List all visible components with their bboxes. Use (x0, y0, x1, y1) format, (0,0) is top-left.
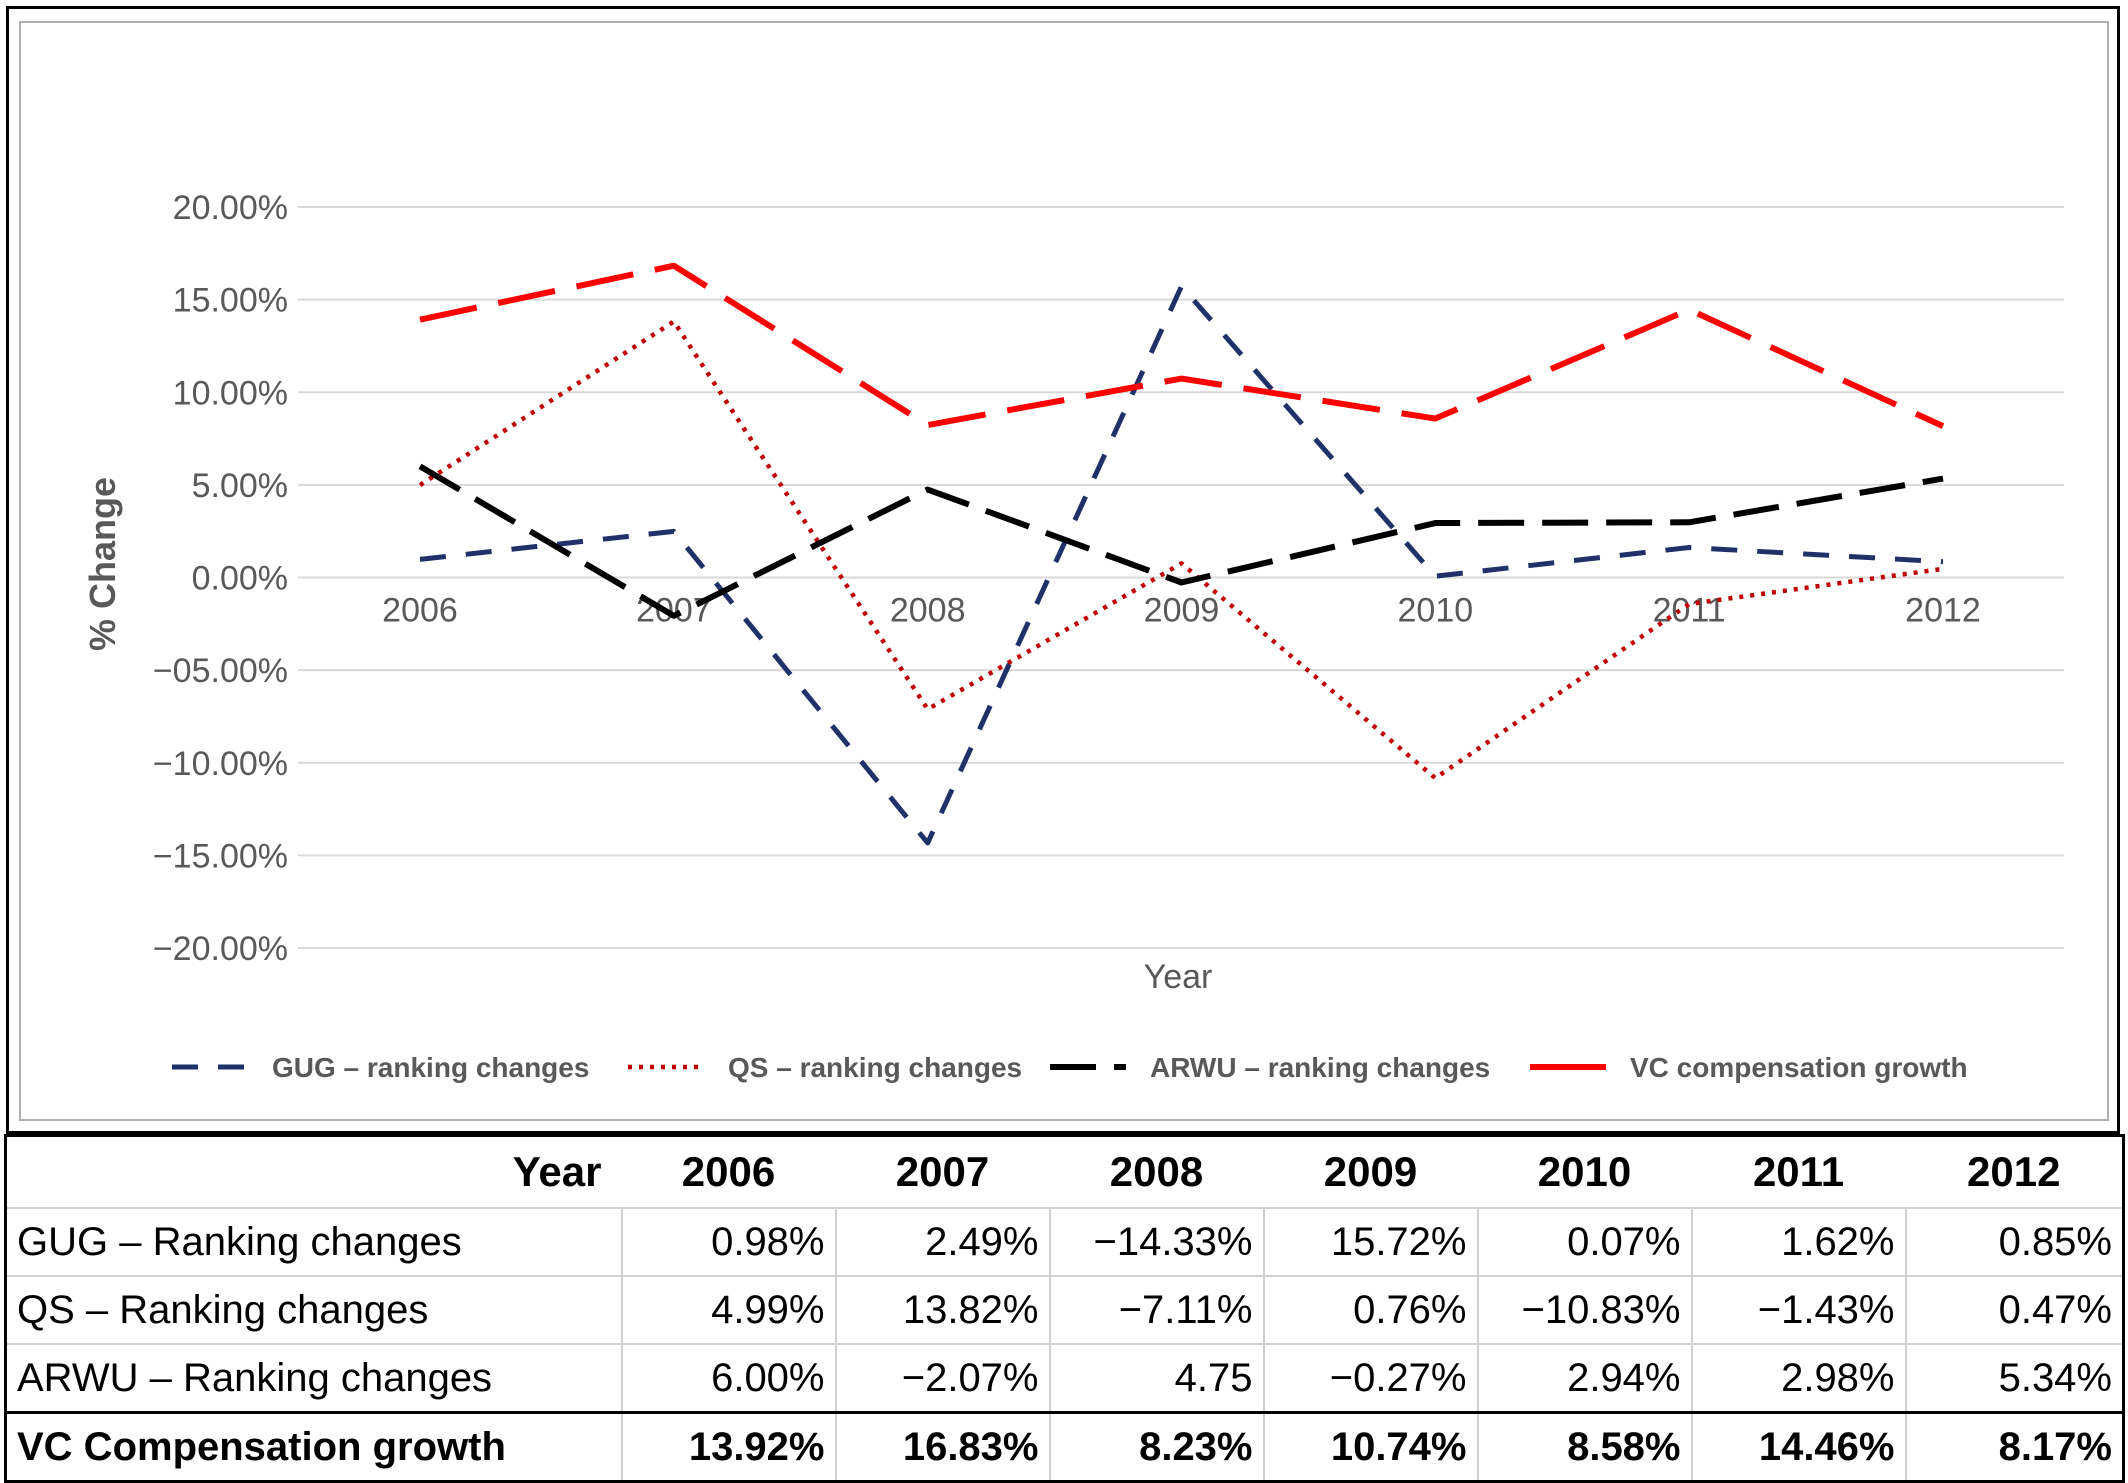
table-cell: 8.17% (1904, 1411, 2125, 1483)
y-tick-label: 15.00% (173, 282, 288, 320)
table-cell: 2.94% (1476, 1343, 1693, 1414)
table-cell: −0.27% (1262, 1343, 1479, 1414)
chart-area-border (19, 21, 2109, 1121)
table-row: QS – Ranking changes 4.99% 13.82% −7.11% 0.7… (5, 1275, 2125, 1345)
x-tick-label: 2010 (1398, 592, 1474, 630)
row-label: GUG – Ranking changes (5, 1207, 623, 1277)
table-cell: 2010 (1537, 1148, 1632, 1195)
y-tick-label: −15.00% (153, 837, 288, 875)
table-cell: 0.98% (620, 1207, 837, 1277)
table-cell: 10.74% (1262, 1411, 1479, 1483)
series-lines (418, 262, 1945, 846)
table-cell: 8.58% (1476, 1411, 1693, 1483)
table-cell: 4.75 (1048, 1343, 1265, 1414)
row-label: QS – Ranking changes (5, 1275, 623, 1345)
y-tick-label: −10.00% (153, 745, 288, 783)
table-cell: 2011 (1752, 1148, 1845, 1195)
y-tick-label: 20.00% (173, 189, 288, 227)
y-tick-label: 5.00% (192, 467, 288, 505)
chart-border (6, 6, 2120, 1134)
table-cell: 5.34% (1904, 1343, 2125, 1414)
series-line (419, 262, 1945, 429)
legend: GUG – ranking changes QS – ranking change… (172, 1052, 1968, 1083)
table-cell: 0.85% (1904, 1207, 2125, 1277)
table-cell: −1.43% (1690, 1275, 1907, 1345)
legend-label: ARWU – ranking changes (1150, 1052, 1490, 1083)
legend-label: QS – ranking changes (728, 1052, 1022, 1083)
y-tick-label: 10.00% (173, 374, 288, 412)
y-tick-label: 0.00% (192, 560, 288, 598)
x-tick-label: 2006 (382, 592, 458, 630)
row-label: Year (512, 1148, 602, 1195)
x-tick-labels: 2006 2007 2008 2009 2010 2011 2012 (382, 592, 1981, 630)
table-cell: 2007 (895, 1148, 990, 1195)
table-cell: 2012 (1967, 1148, 2061, 1195)
table-header-row: Year 2006 2007 2008 2009 2010 2011 2012 (6, 1136, 2124, 1209)
table-cell: 0.07% (1476, 1207, 1693, 1277)
table-cell: 2008 (1109, 1148, 1204, 1195)
table-cell: −14.33% (1048, 1207, 1265, 1277)
table-cell: 13.92% (620, 1411, 837, 1483)
legend-label: VC compensation growth (1630, 1052, 1968, 1083)
y-tick-label: −05.00% (153, 652, 288, 690)
table-row: GUG – Ranking changes 0.98% 2.49% −14.33% 15… (5, 1207, 2125, 1277)
x-tick-label: 2009 (1144, 592, 1220, 630)
table-cell: 2.98% (1690, 1343, 1907, 1414)
y-tick-labels: 20.00% 15.00% 10.00% 5.00% 0.00% −05.00% −10.0… (153, 189, 288, 968)
table-cell: −10.83% (1476, 1275, 1693, 1345)
table-cell: 2.49% (834, 1207, 1051, 1277)
x-tick-label: 2012 (1905, 592, 1981, 630)
x-tick-label: 2008 (890, 592, 966, 630)
table-cell: −7.11% (1048, 1275, 1265, 1345)
line-chart: 20.00% 15.00% 10.00% 5.00% 0.00% −05.00% −10.0… (82, 189, 2064, 1083)
table-cell: 13.82% (834, 1275, 1051, 1345)
legend-label: GUG – ranking changes (272, 1052, 589, 1083)
table-row: VC Compensation growth 13.92% 16.83% 8.23% 1… (5, 1411, 2125, 1483)
y-tick-label: −20.00% (153, 930, 288, 968)
x-tick-label: 2011 (1653, 592, 1726, 630)
table-cell: 2009 (1323, 1148, 1418, 1195)
table-cell: 14.46% (1690, 1411, 1907, 1483)
table-cell: 6.00% (620, 1343, 837, 1414)
table-cell: 2006 (681, 1148, 776, 1195)
series-line (419, 283, 1944, 846)
gridlines (298, 206, 2064, 949)
table-cell: 16.83% (834, 1411, 1051, 1483)
table-cell: 8.23% (1048, 1411, 1265, 1483)
x-axis-title: Year (1144, 958, 1213, 996)
y-axis-title: % Change (82, 477, 123, 651)
row-label: ARWU – Ranking changes (5, 1343, 623, 1414)
table-cell: 0.47% (1904, 1275, 2125, 1345)
table-cell: −2.07% (834, 1343, 1051, 1414)
data-table: Year 2006 2007 2008 2009 2010 2011 2012 GUG – Ra… (4, 1134, 2125, 1483)
series-line (418, 319, 1944, 781)
row-label: VC Compensation growth (5, 1411, 623, 1483)
table-cell: 1.62% (1690, 1207, 1907, 1277)
table-cell: 4.99% (620, 1275, 837, 1345)
table-row: ARWU – Ranking changes 6.00% −2.07% 4.75 −0.… (5, 1343, 2125, 1414)
series-line (418, 463, 1944, 619)
table-cell: 0.76% (1262, 1275, 1479, 1345)
table-cell: 15.72% (1262, 1207, 1479, 1277)
